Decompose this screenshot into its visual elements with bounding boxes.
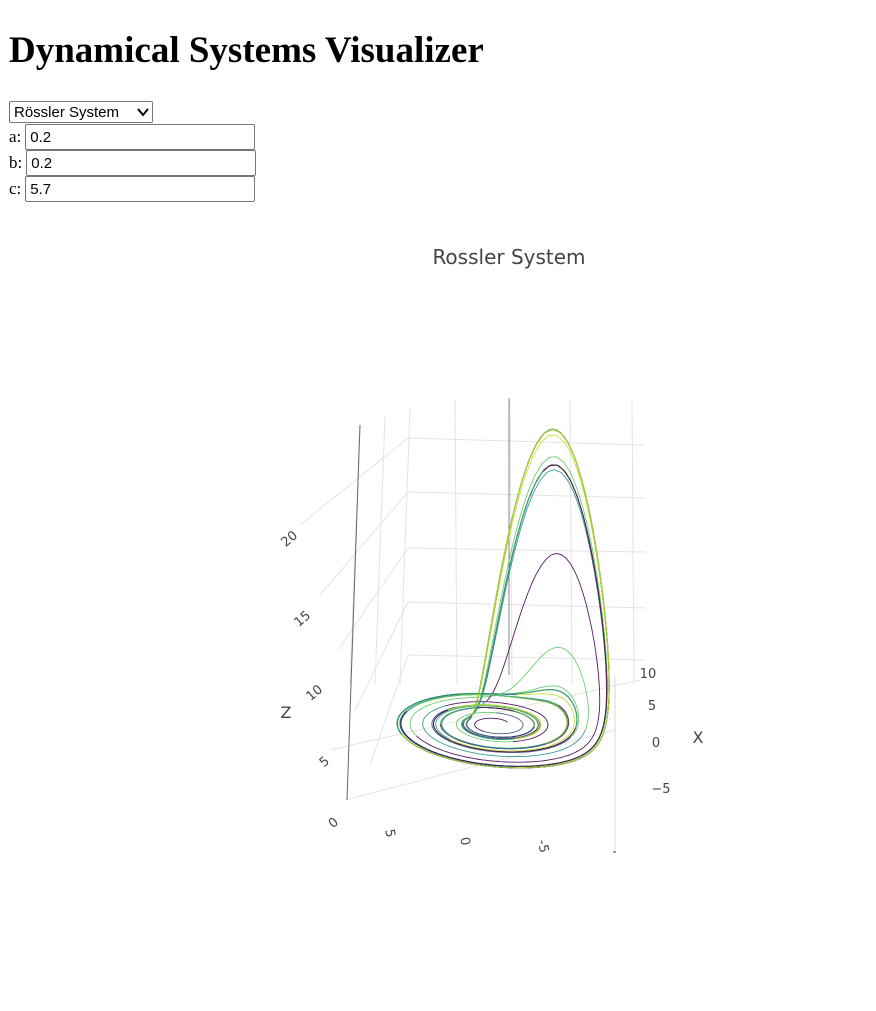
grid-line — [369, 654, 409, 766]
grid-line — [407, 547, 646, 553]
trajectory-segment — [514, 710, 535, 728]
page-title: Dynamical Systems Visualizer — [9, 30, 484, 71]
trajectory-segment — [435, 705, 538, 740]
trajectory-segment — [463, 720, 539, 740]
trajectory-segment — [440, 707, 546, 749]
chart-title: Rossler System — [432, 245, 586, 269]
param-label-b: b: — [9, 153, 23, 172]
y-tick-label: 0 — [456, 836, 472, 847]
trajectory-segment — [441, 456, 608, 768]
grid-line — [454, 399, 458, 686]
grid-line — [631, 399, 635, 686]
trajectory-segment — [400, 464, 608, 767]
x-axis-title: X — [693, 728, 704, 747]
grid-line — [407, 437, 646, 446]
trajectory-segment — [396, 429, 610, 769]
param-label-a: a: — [9, 127, 22, 146]
trajectory-segment — [432, 709, 576, 753]
grid-line — [319, 491, 409, 596]
y-tick-label: 5 — [381, 828, 397, 839]
z-tick-label: 5 — [317, 754, 333, 771]
trajectory-segment — [462, 689, 578, 753]
x-tick-label: 10 — [640, 667, 657, 682]
x-tick-label: 5 — [648, 699, 656, 714]
grid-line — [399, 408, 411, 686]
grid-line — [407, 491, 646, 499]
rossler-3d-plot[interactable]: 0 5 10 15 20 10 5 0 −5 5 0 -5 X Z — [0, 230, 876, 930]
grid-line — [407, 654, 646, 661]
param-label-c: c: — [9, 179, 22, 198]
trajectory-segment — [406, 694, 568, 745]
grid-line — [509, 399, 513, 686]
trajectory-segment — [466, 715, 535, 738]
z-tick-label: 0 — [326, 815, 342, 832]
trajectory-segment — [455, 711, 513, 743]
trajectory-segment — [409, 646, 589, 737]
param-input-b[interactable] — [26, 150, 257, 176]
param-row-c: c: — [9, 176, 256, 202]
trajectory-segment — [484, 712, 524, 735]
trajectory-segment — [448, 693, 575, 752]
trajectory-segment — [474, 717, 508, 733]
y-tick-label: -5 — [534, 839, 551, 854]
z-axis-title: Z — [281, 703, 292, 722]
trajectory-segment — [422, 705, 586, 758]
grid-line — [374, 416, 386, 686]
plot-area[interactable]: Rossler System 0 5 10 15 20 10 5 0 −5 5 0 -5 X Z — [0, 230, 876, 930]
x-tick-label: −5 — [651, 782, 670, 797]
system-select-value: Rössler System — [14, 103, 120, 121]
grid-line — [329, 679, 641, 751]
trajectory-segment — [416, 553, 601, 763]
param-row-b: b: — [9, 150, 257, 176]
trajectory-segment — [400, 428, 610, 769]
x-tick-label: 0 — [652, 736, 660, 751]
param-row-a: a: — [9, 124, 256, 150]
grid-line — [299, 437, 409, 526]
trajectory-segment — [461, 471, 543, 740]
z-axis-line — [346, 424, 361, 801]
trajectory-segment — [396, 689, 578, 734]
grid-line — [354, 601, 409, 711]
param-input-a[interactable] — [25, 124, 256, 150]
system-select[interactable]: Rössler System — [9, 101, 153, 123]
param-input-c[interactable] — [25, 176, 256, 202]
trajectory-segment — [431, 706, 571, 754]
trajectory-segment — [461, 692, 530, 740]
grid-line — [407, 601, 646, 609]
z-tick-label: 15 — [292, 608, 314, 630]
grid-line — [337, 547, 409, 651]
trajectory-segment — [461, 463, 608, 767]
z-tick-label: 20 — [279, 528, 301, 550]
z-tick-label: 10 — [304, 682, 326, 704]
chevron-down-icon — [137, 108, 149, 117]
